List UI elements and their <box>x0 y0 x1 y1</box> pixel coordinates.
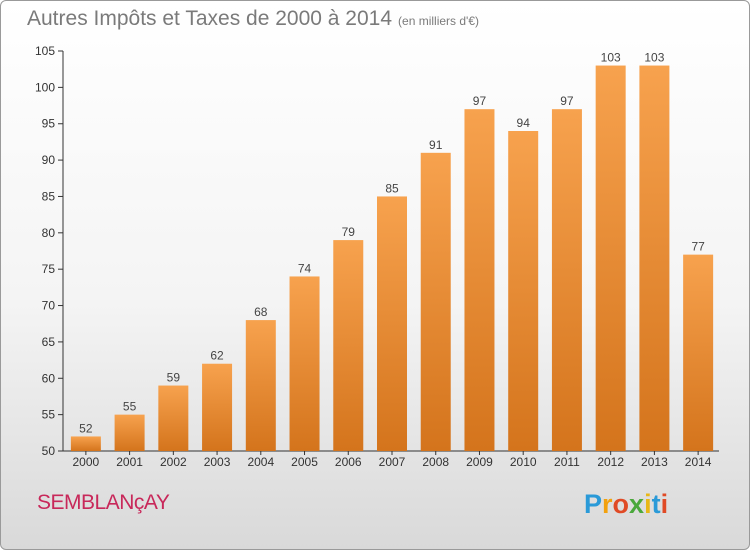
y-tick-label: 80 <box>42 226 56 240</box>
y-tick-label: 50 <box>42 444 56 458</box>
logo-letter: i <box>660 489 669 519</box>
x-tick-label: 2001 <box>116 455 143 469</box>
chart-title: Autres Impôts et Taxes de 2000 à 2014 (en… <box>27 7 479 31</box>
x-tick-label: 2011 <box>554 455 580 469</box>
bar <box>420 152 451 451</box>
data-label: 91 <box>429 138 443 152</box>
data-label: 103 <box>601 51 621 65</box>
x-tick-label: 2009 <box>466 455 493 469</box>
y-tick-label: 60 <box>42 371 56 385</box>
data-label: 68 <box>254 305 268 319</box>
logo-letter: i <box>644 489 652 519</box>
data-label: 59 <box>167 371 181 385</box>
y-tick-label: 105 <box>35 44 55 58</box>
data-label: 52 <box>79 421 93 435</box>
x-tick-label: 2004 <box>247 455 274 469</box>
bar <box>595 65 626 451</box>
labels: 52 55 59 62 68 74 79 85 91 97 94 97 103 103 77 <box>79 51 705 436</box>
bar <box>289 276 320 451</box>
chart-title-text: Autres Impôts et Taxes de 2000 à 2014 <box>27 7 393 30</box>
y-tick-label: 65 <box>42 335 56 349</box>
logo-letter: o <box>612 489 630 519</box>
x-tick-label: 2006 <box>335 455 362 469</box>
y-tick-label: 100 <box>35 80 55 94</box>
data-label: 55 <box>123 400 137 414</box>
bar <box>245 320 276 451</box>
data-label: 97 <box>560 94 574 108</box>
data-label: 97 <box>473 94 487 108</box>
bar <box>508 131 539 451</box>
chart-unit: (en milliers d'€) <box>398 14 480 28</box>
data-label: 85 <box>385 181 399 195</box>
x-tick-label: 2010 <box>510 455 537 469</box>
data-label: 77 <box>691 240 705 254</box>
bars <box>70 65 714 451</box>
data-label: 79 <box>342 225 356 239</box>
data-label: 103 <box>644 51 664 65</box>
y-tick-label: 55 <box>42 408 56 422</box>
logo-letter: P <box>584 489 603 519</box>
bar <box>377 196 407 451</box>
y-tick-label: 75 <box>42 262 56 276</box>
x-tick-label: 2005 <box>291 455 318 469</box>
x-tick-label: 2000 <box>73 455 100 469</box>
x-tick-label: 2002 <box>160 455 187 469</box>
bar <box>551 109 582 451</box>
data-label: 74 <box>298 261 312 275</box>
x-tick-label: 2013 <box>641 455 668 469</box>
x-tick-label: 2014 <box>685 455 712 469</box>
bar <box>114 414 145 451</box>
logo-letter: t <box>651 489 661 519</box>
y-tick-label: 95 <box>42 117 56 131</box>
y-tick-label: 70 <box>42 299 56 313</box>
data-label: 62 <box>210 349 224 363</box>
bar <box>158 385 189 451</box>
logo-letter: x <box>629 489 645 519</box>
x-tick-label: 2012 <box>597 455 624 469</box>
logo-letter: r <box>602 489 613 519</box>
bar <box>202 363 233 451</box>
y-tick-label: 85 <box>42 189 56 203</box>
data-label: 94 <box>517 116 531 130</box>
commune-name: SEMBLANçAY <box>37 491 170 514</box>
bar <box>333 240 364 451</box>
x-tick-label: 2003 <box>204 455 231 469</box>
proxiti-logo: Proxiti <box>584 489 668 520</box>
bar <box>683 254 714 451</box>
y-tick-label: 90 <box>42 153 56 167</box>
bar <box>464 109 495 451</box>
bar <box>639 65 670 451</box>
x-tick-label: 2007 <box>379 455 406 469</box>
bar <box>70 436 101 451</box>
x-tick-label: 2008 <box>422 455 449 469</box>
